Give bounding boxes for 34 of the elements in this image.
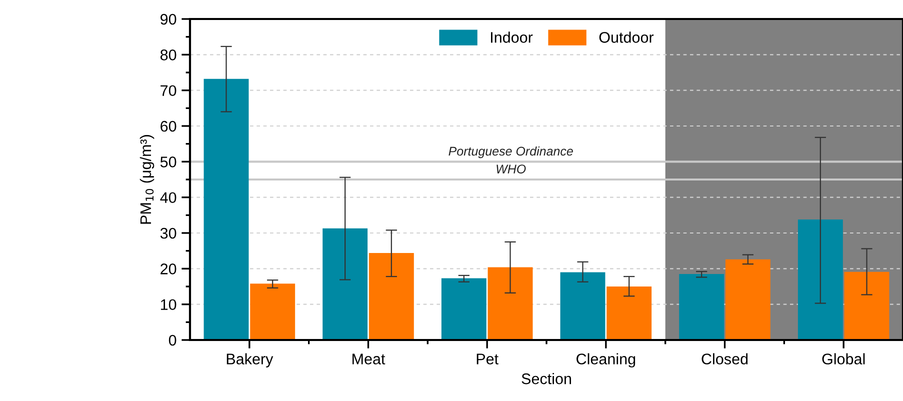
bar: [606, 286, 652, 340]
y-tick-label: 90: [160, 14, 176, 25]
y-tick-label: 50: [160, 156, 176, 168]
y-axis-title: PM$_{10}$ (μg/m³): [140, 135, 154, 224]
x-tick-label: Meat: [352, 354, 386, 364]
x-tick-label: Bakery: [226, 353, 274, 368]
y-tick-label: 60: [160, 120, 176, 132]
ref-line-label: WHO: [496, 164, 526, 174]
bar: [798, 219, 843, 340]
ref-line-label: Portuguese Ordinance: [448, 146, 573, 158]
bar: [441, 278, 486, 340]
bar: [204, 78, 249, 340]
y-tick-label: 80: [160, 50, 176, 60]
bar: [488, 267, 533, 340]
bar: [250, 284, 296, 340]
bar: [560, 272, 606, 340]
y-tick-label: 40: [160, 192, 176, 204]
bar: [679, 274, 724, 340]
bar: [322, 228, 368, 340]
y-tick-label: 10: [160, 299, 176, 310]
x-tick-label: Global: [822, 353, 865, 364]
x-axis-title: Section: [522, 372, 571, 384]
y-tick-label: 20: [160, 264, 176, 274]
y-tick-label: 70: [160, 85, 176, 96]
y-tick-label: 30: [160, 228, 176, 239]
x-tick-label: Pet: [476, 354, 498, 364]
y-tick-label: 0: [168, 334, 176, 346]
legend-label: Indoor: [491, 32, 533, 43]
x-tick-label: Closed: [702, 353, 748, 364]
bar: [725, 259, 770, 340]
bar: [368, 252, 414, 340]
legend-label: Outdoor: [599, 32, 654, 43]
bar: [844, 272, 890, 340]
x-tick-label: Cleaning: [576, 353, 636, 368]
